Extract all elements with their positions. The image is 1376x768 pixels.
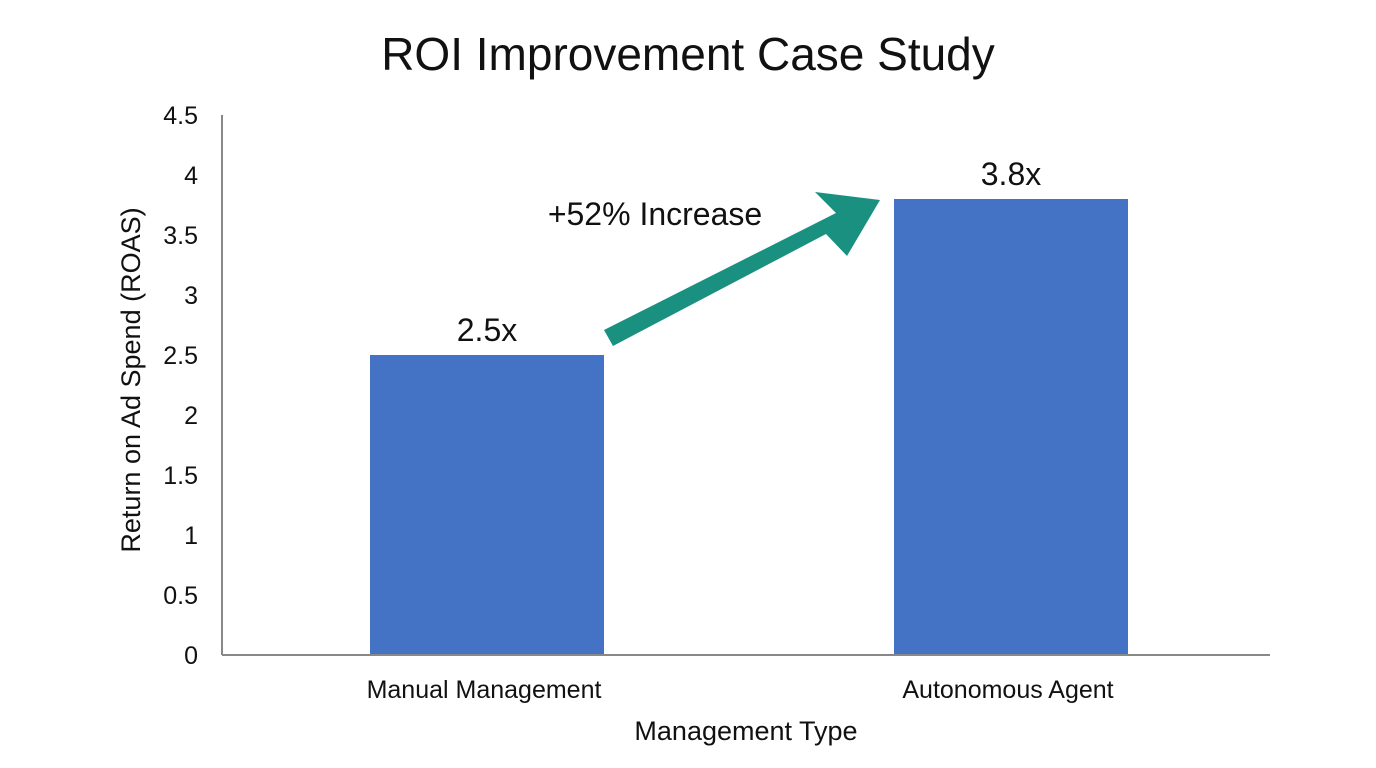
y-tick-label: 3 (184, 282, 198, 310)
data-label: 3.8x (981, 156, 1041, 192)
increase-arrow (604, 192, 880, 346)
annotation-label: +52% Increase (548, 196, 762, 232)
data-label: 2.5x (457, 312, 517, 348)
y-tick-label: 4.5 (163, 102, 198, 130)
x-tick-label: Manual Management (367, 676, 602, 704)
y-tick-label: 1 (184, 522, 198, 550)
x-axis-label: Management Type (634, 716, 857, 746)
y-tick-label: 0 (184, 642, 198, 670)
y-tick-label: 2.5 (163, 342, 198, 370)
y-tick-label: 3.5 (163, 222, 198, 250)
chart-title: ROI Improvement Case Study (381, 28, 995, 80)
y-tick-label: 4 (184, 162, 198, 190)
y-tick-label: 1.5 (163, 462, 198, 490)
bar (894, 199, 1128, 655)
y-axis-label: Return on Ad Spend (ROAS) (116, 207, 146, 552)
bar (370, 355, 604, 655)
y-tick-label: 0.5 (163, 582, 198, 610)
x-tick-label: Autonomous Agent (902, 676, 1113, 704)
y-tick-label: 2 (184, 402, 198, 430)
